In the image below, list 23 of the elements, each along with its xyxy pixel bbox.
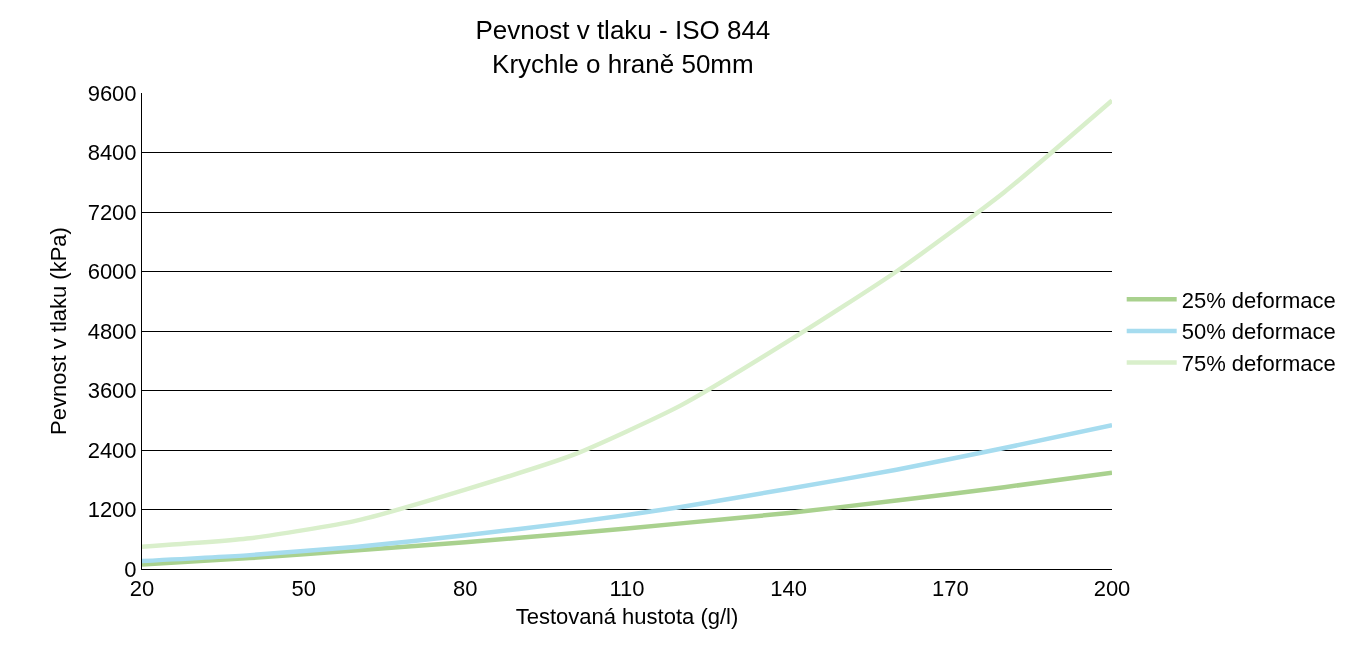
y-tick-label: 8400 [87,140,137,166]
x-tick-label: 110 [609,576,645,602]
y-tick-label: 3600 [87,378,137,404]
y-tick-label: 6000 [87,259,137,285]
legend-label: 75% deformace [1181,351,1336,377]
y-tick-label: 2400 [87,437,137,463]
y-tick-label: 1200 [87,497,137,523]
chart-subtitle: Krychle o hraně 50mm [492,48,754,79]
x-tick-label: 200 [1093,576,1131,602]
line-series [142,422,1112,564]
x-tick-label: 170 [931,576,969,602]
legend-label: 25% deformace [1181,287,1336,313]
y-axis-title: Pevnost v tlaku (kPa) [46,227,72,435]
chart-title: Pevnost v tlaku - ISO 844 [475,14,771,45]
x-tick-label: 80 [453,576,478,602]
y-tick-label: 4800 [87,318,137,344]
x-tick-label: 50 [291,576,316,602]
line-series [142,98,1112,549]
x-tick-label: 140 [770,576,808,602]
y-tick-label: 7200 [87,199,137,225]
legend-label: 50% deformace [1181,319,1336,345]
y-tick-label: 9600 [87,80,137,106]
x-axis-title: Testovaná hustota (g/l) [515,604,739,630]
